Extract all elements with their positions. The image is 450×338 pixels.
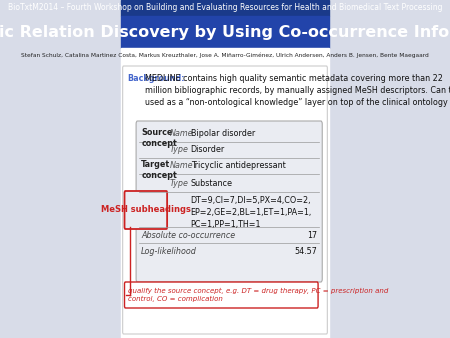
Bar <box>121 62 329 338</box>
Bar <box>121 16 329 48</box>
Text: 54.57: 54.57 <box>294 247 317 257</box>
Text: Semantic Relation Discovery by Using Co-occurrence Information: Semantic Relation Discovery by Using Co-… <box>0 24 450 40</box>
Text: Log-likelihood: Log-likelihood <box>141 247 197 257</box>
Text: Source
concept: Source concept <box>141 128 177 148</box>
FancyBboxPatch shape <box>125 282 318 308</box>
FancyBboxPatch shape <box>123 66 327 334</box>
Text: Absolute co-occurrence: Absolute co-occurrence <box>141 231 235 240</box>
Text: DT=9,CI=7,DI=5,PX=4,CO=2,
EP=2,GE=2,BL=1,ET=1,PA=1,
PC=1,PP=1,TH=1: DT=9,CI=7,DI=5,PX=4,CO=2, EP=2,GE=2,BL=1… <box>191 196 312 229</box>
Text: Bipolar disorder: Bipolar disorder <box>191 128 255 138</box>
Text: Background:: Background: <box>127 74 185 83</box>
FancyBboxPatch shape <box>136 121 322 282</box>
Text: Substance: Substance <box>191 178 233 188</box>
Text: Disorder: Disorder <box>191 145 225 154</box>
Text: qualify the source concept, e.g. DT = drug therapy, PC = prescription and
contro: qualify the source concept, e.g. DT = dr… <box>128 288 388 302</box>
Text: Type: Type <box>170 178 189 188</box>
Text: Name: Name <box>170 161 194 169</box>
Text: BioTxtM2014 – Fourth Workshop on Building and Evaluating Resources for Health an: BioTxtM2014 – Fourth Workshop on Buildin… <box>8 3 442 13</box>
FancyBboxPatch shape <box>125 191 167 229</box>
Text: Name: Name <box>170 128 194 138</box>
Text: Target
concept: Target concept <box>141 160 177 180</box>
Text: 17: 17 <box>307 231 317 240</box>
Text: MEDLINE contains high quality semantic metadata covering more than 22
million bi: MEDLINE contains high quality semantic m… <box>145 74 450 106</box>
Text: Type: Type <box>170 145 189 154</box>
Text: MeSH subheadings: MeSH subheadings <box>101 206 191 215</box>
Text: Stefan Schulz, Catalina Martinez Costa, Markus Kreuzthaler, Jose A. Miñarro-Gimé: Stefan Schulz, Catalina Martinez Costa, … <box>21 52 429 58</box>
Text: Tricyclic antidepressant: Tricyclic antidepressant <box>191 161 285 169</box>
Bar <box>121 0 329 16</box>
Bar <box>121 48 329 62</box>
